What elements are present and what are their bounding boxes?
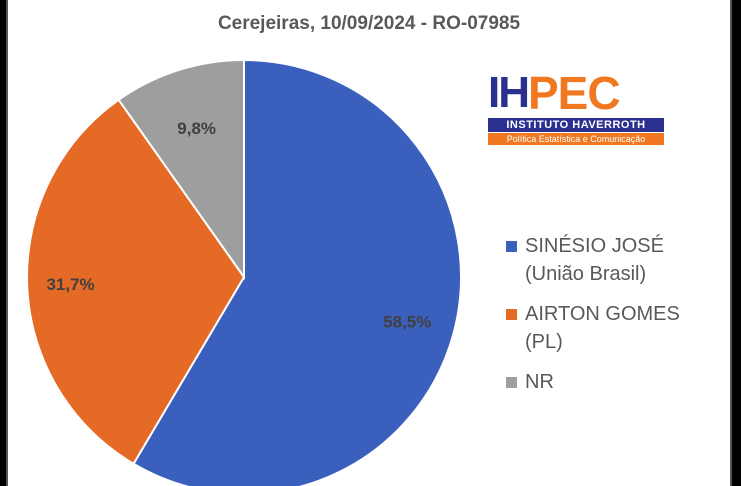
- chart-legend: SINÉSIO JOSÉ (União Brasil) AIRTON GOMES…: [506, 232, 726, 408]
- chart-title: Cerejeiras, 10/09/2024 - RO-07985: [217, 13, 521, 34]
- data-label-sinesio: 58,5%: [383, 313, 431, 332]
- legend-swatch: [506, 377, 517, 388]
- legend-label: NR: [525, 371, 554, 393]
- legend-label: SINÉSIO JOSÉ: [525, 235, 664, 257]
- pie-slice-nr: [117, 58, 245, 281]
- legend-swatch: [506, 241, 517, 252]
- logo-pec-text: PEC: [528, 67, 621, 119]
- legend-swatch: [506, 309, 517, 320]
- logo-tagline: Política Estatística e Comunicação: [488, 133, 664, 145]
- logo-institute-name: INSTITUTO HAVERROTH: [488, 118, 664, 132]
- legend-party: (PL): [525, 331, 563, 353]
- legend-item-airton: AIRTON GOMES (PL): [506, 300, 726, 356]
- haverroth-logo: IH PEC INSTITUTO HAVERROTH Política Esta…: [482, 70, 672, 150]
- legend-item-nr: NR: [506, 368, 726, 396]
- logo-ih-text: IH: [488, 68, 530, 117]
- legend-party: (União Brasil): [525, 263, 647, 285]
- pie-slice-airton: [26, 98, 246, 466]
- pie-chart: 58,5% 31,7% 9,8%: [26, 58, 462, 486]
- legend-item-sinesio: SINÉSIO JOSÉ (União Brasil): [506, 232, 726, 288]
- data-label-nr: 9,8%: [177, 119, 216, 138]
- legend-label: AIRTON GOMES: [525, 303, 680, 325]
- data-label-airton: 31,7%: [46, 275, 94, 294]
- pie-slice-sinesio: [132, 58, 462, 486]
- chart-frame: Cerejeiras, 10/09/2024 - RO-07985 58,5% 3…: [6, 0, 732, 486]
